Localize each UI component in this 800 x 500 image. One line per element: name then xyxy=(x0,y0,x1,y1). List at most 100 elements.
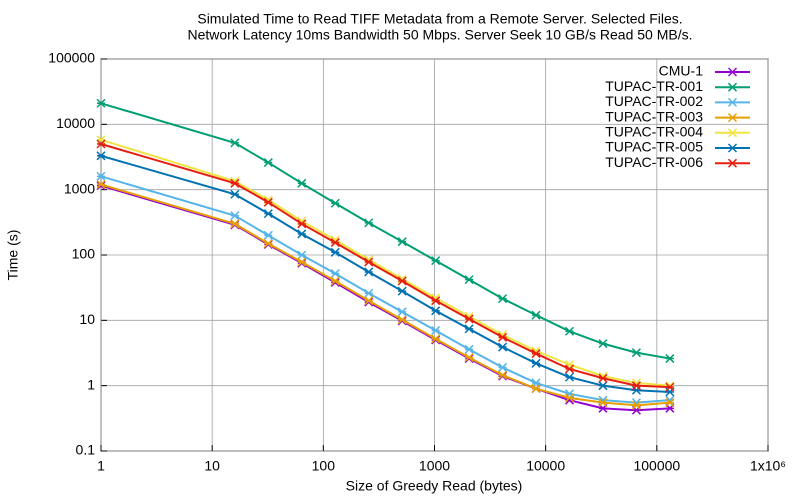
legend-label: TUPAC-TR-001 xyxy=(605,78,703,94)
series-line xyxy=(100,154,670,393)
data-point xyxy=(330,269,340,279)
series-line xyxy=(100,184,670,412)
data-point xyxy=(464,344,474,354)
data-point xyxy=(96,151,106,161)
y-tick-label: 1 xyxy=(87,376,95,392)
data-point xyxy=(364,218,374,228)
data-point xyxy=(598,373,608,383)
data-point xyxy=(397,307,407,317)
x-tick-label: 100 xyxy=(312,458,336,474)
data-point xyxy=(397,315,407,325)
legend-marker xyxy=(727,158,738,168)
data-point xyxy=(464,352,474,363)
data-point xyxy=(230,219,240,229)
data-point xyxy=(564,326,575,336)
legend-marker xyxy=(727,128,738,138)
legend-label: TUPAC-TR-006 xyxy=(605,154,703,170)
data-point xyxy=(498,294,508,304)
data-point xyxy=(397,276,407,286)
data-point xyxy=(531,384,541,394)
data-point xyxy=(464,324,474,334)
legend-marker xyxy=(727,82,738,92)
data-point xyxy=(397,286,407,296)
data-point xyxy=(431,325,441,335)
data-point xyxy=(564,393,575,403)
data-point xyxy=(364,296,374,306)
data-point xyxy=(531,349,541,359)
data-point xyxy=(297,178,307,188)
data-point xyxy=(598,339,608,349)
data-point xyxy=(531,358,541,368)
data-point xyxy=(665,354,675,364)
y-tick-label: 0.1 xyxy=(76,442,96,458)
data-point xyxy=(464,314,474,324)
data-point xyxy=(364,288,374,298)
data-point xyxy=(330,247,340,257)
data-point xyxy=(230,178,240,188)
legend-marker xyxy=(727,67,738,77)
data-point xyxy=(230,138,240,148)
data-point xyxy=(464,275,474,285)
y-tick-label: 10 xyxy=(79,311,95,327)
legend-label: TUPAC-TR-002 xyxy=(605,93,703,109)
data-point xyxy=(498,342,508,352)
x-tick-label: 1 xyxy=(97,458,105,474)
data-point xyxy=(598,381,608,391)
chart-subtitle: Network Latency 10ms Bandwidth 50 Mbps. … xyxy=(187,27,692,43)
data-point xyxy=(564,364,575,374)
data-point xyxy=(431,334,441,344)
data-point xyxy=(598,398,608,408)
data-point xyxy=(364,267,374,277)
legend-marker xyxy=(727,97,738,107)
data-point xyxy=(431,256,441,266)
x-tick-label: 10 xyxy=(204,458,220,474)
data-point xyxy=(364,257,374,267)
data-point xyxy=(96,98,106,108)
x-axis-label: Size of Greedy Read (bytes) xyxy=(346,478,523,494)
legend-marker xyxy=(727,143,738,153)
data-point xyxy=(665,382,675,392)
x-tick-label: 1x10⁶ xyxy=(750,458,786,474)
data-point xyxy=(631,381,641,391)
data-point xyxy=(564,372,575,382)
data-point xyxy=(631,348,641,358)
data-point xyxy=(498,370,508,380)
chart-title: Simulated Time to Read TIFF Metadata fro… xyxy=(197,11,682,27)
data-point xyxy=(96,179,106,190)
data-point xyxy=(498,332,508,342)
data-point xyxy=(297,257,307,267)
data-point xyxy=(96,139,106,149)
data-point xyxy=(330,198,340,208)
data-point xyxy=(330,276,340,286)
series-line xyxy=(100,138,670,387)
legend-label: TUPAC-TR-003 xyxy=(605,108,703,124)
data-point xyxy=(330,238,340,248)
data-point xyxy=(431,306,441,316)
data-point xyxy=(96,171,106,181)
data-point xyxy=(263,158,273,168)
y-axis-label: Time (s) xyxy=(5,230,21,281)
data-point xyxy=(531,310,541,320)
data-point xyxy=(297,229,307,239)
data-point xyxy=(263,209,273,219)
data-point xyxy=(665,398,675,408)
data-point xyxy=(431,296,441,306)
data-point xyxy=(230,211,240,221)
data-point xyxy=(230,189,240,199)
y-tick-label: 100 xyxy=(72,246,96,262)
data-point xyxy=(498,362,508,372)
x-tick-label: 100000 xyxy=(633,458,680,474)
data-point xyxy=(631,400,641,410)
x-tick-label: 1000 xyxy=(419,458,450,474)
y-tick-label: 100000 xyxy=(48,50,95,66)
y-tick-label: 1000 xyxy=(64,180,95,196)
data-point xyxy=(297,250,307,260)
data-point xyxy=(96,135,106,145)
legend-marker xyxy=(727,113,738,123)
data-point xyxy=(263,230,273,240)
x-tick-label: 10000 xyxy=(526,458,565,474)
y-tick-label: 10000 xyxy=(56,115,95,131)
legend-label: TUPAC-TR-004 xyxy=(605,124,703,140)
